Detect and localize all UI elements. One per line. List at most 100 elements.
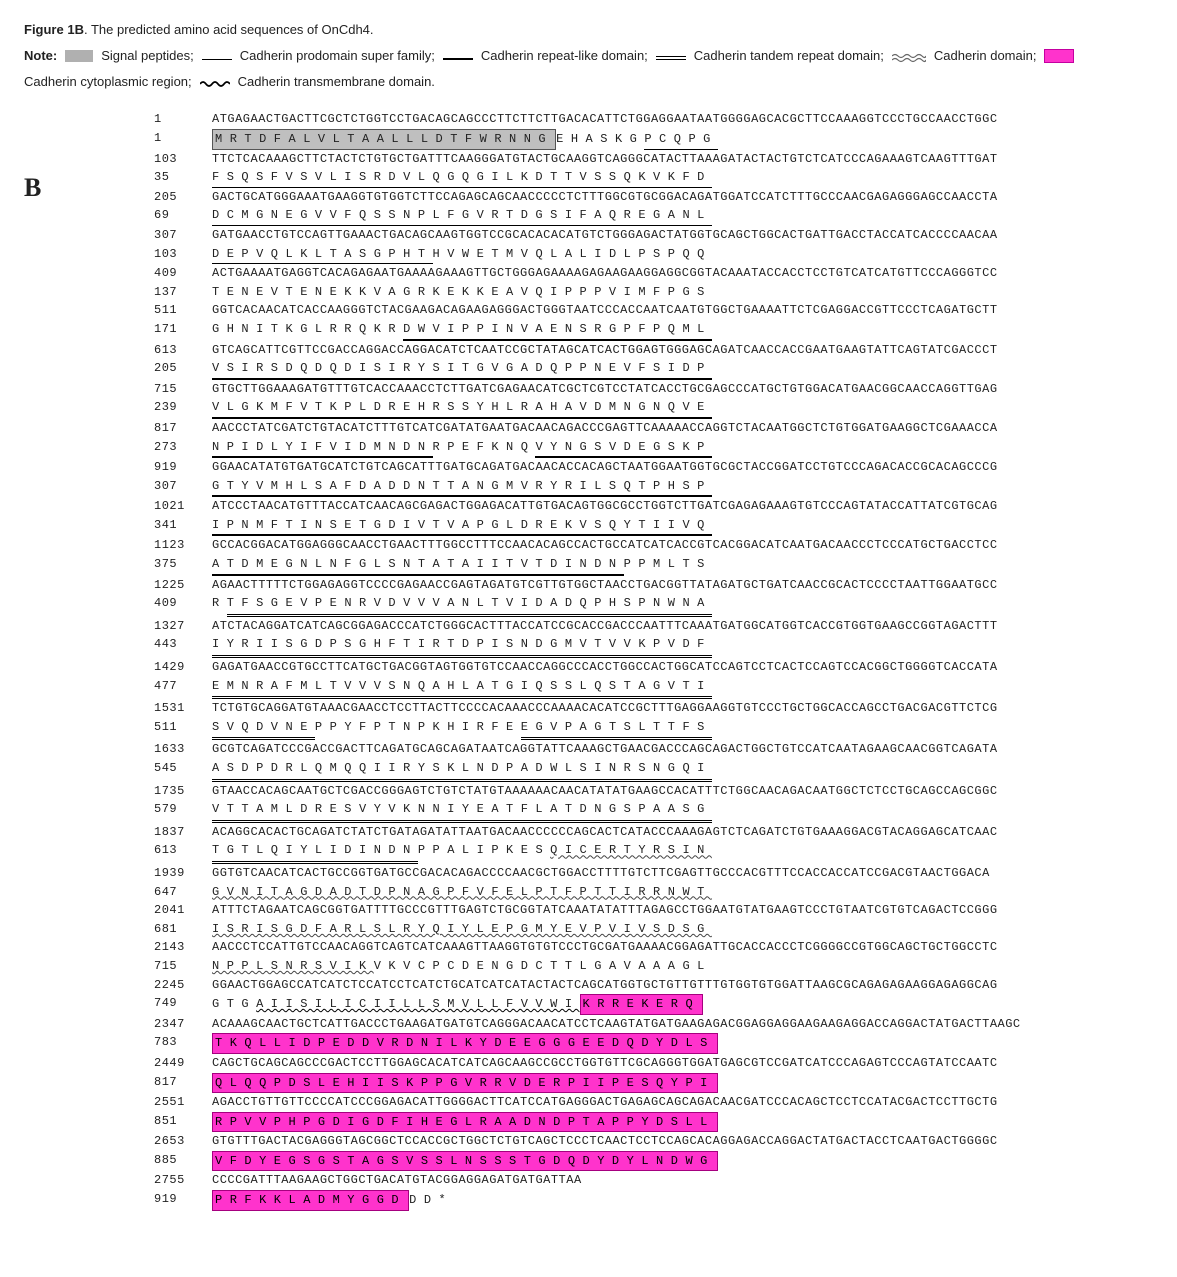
nucleotide-seq: AGAACTTTTTCTGGAGAGGTCCCCGAGAACCGAGTAGATG… xyxy=(212,576,998,595)
figure-body: B 1ATGAGAACTGACTTCGCTCTGGTCCTGACAGCAGCCC… xyxy=(24,110,1153,1210)
position-label: 443 xyxy=(154,635,212,654)
aa-run: EHASKG xyxy=(556,130,644,149)
nt-row: 2041ATTTCTAGAATCAGCGGTGATTTTGCCCGTTTGAGT… xyxy=(154,901,1153,920)
aa-row: 409RTFSGEVPENRVDVVVANLTVIDADQPHSPNWNA xyxy=(154,594,1153,617)
amino-acid-seq: VSIRSDQDQDISIRYSITGVGADQPPNEVFSIDP xyxy=(212,359,712,380)
nt-row: 1531TCTGTGCAGGATGTAAACGAACCTCCTTACTTCCCC… xyxy=(154,699,1153,718)
aa-run: VSIRSDQDQDISIRYSITGVGADQPPNEVFSIDP xyxy=(212,359,712,380)
position-label: 1837 xyxy=(154,823,212,842)
position-label: 1735 xyxy=(154,782,212,801)
nt-row: 1837ACAGGCACACTGCAGATCTATCTGATAGATATTAAT… xyxy=(154,823,1153,842)
position-label: 511 xyxy=(154,301,212,320)
aa-row: 171GHNITKGLRRQKRDWVIPPINVAENSRGPFPQML xyxy=(154,320,1153,341)
legend-signal-peptides: Signal peptides; xyxy=(101,46,194,66)
position-label: 35 xyxy=(154,168,212,187)
nucleotide-seq: ACTGAAAATGAGGTCACAGAGAATGAAAAGAAAGTTGCTG… xyxy=(212,264,998,283)
aa-run: PPYFPTNPKHIRFE xyxy=(315,718,521,737)
nucleotide-seq: GTGCTTGGAAAGATGTTTGTCACCAAACCTCTTGATCGAG… xyxy=(212,380,998,399)
position-label: 885 xyxy=(154,1151,212,1170)
aa-run: DWVIPPINVAENSRGPFPQML xyxy=(403,320,712,341)
nt-row: 2653GTGTTTGACTACGAGGGTAGCGGCTCCACCGCTGGC… xyxy=(154,1132,1153,1151)
position-label: 715 xyxy=(154,957,212,976)
nucleotide-seq: AACCCTCCATTGTCCAACAGGTCAGTCATCAAAGTTAAGG… xyxy=(212,938,998,957)
position-label: 1633 xyxy=(154,740,212,759)
position-label: 239 xyxy=(154,398,212,417)
nucleotide-seq: GCGTCAGATCCCGACCGACTTCAGATGCAGCAGATAATCA… xyxy=(212,740,998,759)
legend: Note: Signal peptides; Cadherin prodomai… xyxy=(24,46,1153,92)
position-label: 1 xyxy=(154,129,212,148)
amino-acid-seq: TGTLQIYLIDINDNPPALIPKESQICERTYRSIN xyxy=(212,841,712,864)
position-label: 69 xyxy=(154,206,212,225)
aa-run: R xyxy=(212,594,227,613)
nt-row: 817AACCCTATCGATCTGTACATCTTTGTCATCGATATGA… xyxy=(154,419,1153,438)
aa-run: AIISILICIILLSMVLLFVVWI xyxy=(256,995,579,1014)
amino-acid-seq: GTGAIISILICIILLSMVLLFVVWIKRREKERQ xyxy=(212,994,703,1015)
aa-row: 579VTTAMLDRESVYVKNNIYEATFLATDNGSPAASG xyxy=(154,800,1153,823)
aa-run: IYRIISGDPSGHFTIRTDPISNDGMVTVVKPVDF xyxy=(212,635,712,658)
aa-row: 477EMNRAFMLTVVVSNQAHLATGIQSSLQSTAGVTI xyxy=(154,677,1153,700)
nt-row: 103TTCTCACAAAGCTTCTACTCTGTGCTGATTTCAAGGG… xyxy=(154,150,1153,169)
nucleotide-seq: GGTGTCAACATCACTGCCGGTGATGCCGACACAGACCCCA… xyxy=(212,864,990,883)
figure-title-strong: Figure 1B xyxy=(24,22,84,37)
aa-row: 103DEPVQLKLTASGPHTHVWETMVQLALIDLPSPQQ xyxy=(154,245,1153,265)
position-label: 647 xyxy=(154,883,212,902)
position-label: 205 xyxy=(154,188,212,207)
position-label: 1531 xyxy=(154,699,212,718)
amino-acid-seq: IPNMFTINSETGDIVTVAPGLDREKVSQYTIIVQ xyxy=(212,516,712,537)
position-label: 2347 xyxy=(154,1015,212,1034)
aa-run: QLQQPDSLEHIISKPPGVRRVDERPIIPESQYPI xyxy=(212,1073,718,1094)
aa-run: TKQLLIDPEDDVRDNILKYDEEGGGEEDQDYDLS xyxy=(212,1033,718,1054)
legend-tandem-repeat: Cadherin tandem repeat domain; xyxy=(694,46,884,66)
nucleotide-seq: GTCAGCATTCGTTCCGACCAGGACCAGGACATCTCAATCC… xyxy=(212,341,998,360)
amino-acid-seq: PRFKKLADMYGGDDD* xyxy=(212,1190,453,1211)
legend-transmembrane: Cadherin transmembrane domain. xyxy=(238,72,435,92)
amino-acid-seq: RPVVPHPGDIGDFIHEGLRAADNDPTAPPYDSLL xyxy=(212,1112,718,1133)
amino-acid-seq: EMNRAFMLTVVVSNQAHLATGIQSSLQSTAGVTI xyxy=(212,677,712,700)
aa-row: 715NPPLSNRSVIKVKVCPCDENGDCTTLGAVAAAGL xyxy=(154,957,1153,976)
position-label: 2653 xyxy=(154,1132,212,1151)
amino-acid-seq: NPPLSNRSVIKVKVCPCDENGDCTTLGAVAAAGL xyxy=(212,957,712,976)
amino-acid-seq: GHNITKGLRRQKRDWVIPPINVAENSRGPFPQML xyxy=(212,320,712,341)
aa-run: PPALIPKES xyxy=(418,841,550,860)
aa-run: HVWETMVQLALIDLPSPQQ xyxy=(433,245,712,264)
figure-title: Figure 1B. The predicted amino acid sequ… xyxy=(24,20,1153,40)
aa-run: DD* xyxy=(409,1191,453,1210)
aa-run: GTG xyxy=(212,995,256,1014)
amino-acid-seq: NPIDLYIFVIDMNDNRPEFKNQVYNGSVDEGSKP xyxy=(212,438,712,459)
position-label: 1021 xyxy=(154,497,212,516)
position-label: 2041 xyxy=(154,901,212,920)
swatch-signal-peptide xyxy=(65,50,93,62)
nucleotide-seq: ATCTACAGGATCATCAGCGGAGACCCATCTGGGCACTTTA… xyxy=(212,617,998,636)
position-label: 273 xyxy=(154,438,212,457)
aa-row: 375ATDMEGNLNFGLSNTATAIITVTDINDNPPMLTS xyxy=(154,555,1153,576)
amino-acid-seq: ISRISGDFARLSLRYQIYLEPGMYEVPVIVSDSG xyxy=(212,920,712,939)
nucleotide-seq: TCTGTGCAGGATGTAAACGAACCTCCTTACTTCCCCACAA… xyxy=(212,699,998,718)
position-label: 477 xyxy=(154,677,212,696)
aa-run: SVQDVNE xyxy=(212,718,315,741)
aa-run: PPMLTS xyxy=(624,555,712,574)
amino-acid-seq: DCMGNEGVVFQSSNPLFGVRTDGSIFAQREGANL xyxy=(212,206,712,226)
nt-row: 2449CAGCTGCAGCAGCCCGACTCCTTGGAGCACATCATC… xyxy=(154,1054,1153,1073)
position-label: 817 xyxy=(154,419,212,438)
position-label: 409 xyxy=(154,594,212,613)
aa-row: 613TGTLQIYLIDINDNPPALIPKESQICERTYRSIN xyxy=(154,841,1153,864)
aa-row: 919PRFKKLADMYGGDDD* xyxy=(154,1190,1153,1211)
nucleotide-seq: GTAACCACAGCAATGCTCGACCGGGAGTCTGTCTATGTAA… xyxy=(212,782,998,801)
aa-run: ISRISGDFARLSLRYQIYLEPGMYEVPVIVSDSG xyxy=(212,920,712,939)
position-label: 1327 xyxy=(154,617,212,636)
position-label: 2143 xyxy=(154,938,212,957)
nucleotide-seq: ACAAAGCAACTGCTCATTGACCCTGAAGATGATGTCAGGG… xyxy=(212,1015,1021,1034)
aa-row: 783TKQLLIDPEDDVRDNILKYDEEGGGEEDQDYDLS xyxy=(154,1033,1153,1054)
nt-row: 1ATGAGAACTGACTTCGCTCTGGTCCTGACAGCAGCCCTT… xyxy=(154,110,1153,129)
nt-row: 307GATGAACCTGTCCAGTTGAAACTGACAGCAAGTGGTC… xyxy=(154,226,1153,245)
nucleotide-seq: GGTCACAACATCACCAAGGGTCTACGAAGACAGAAGAGGG… xyxy=(212,301,998,320)
aa-run: DCMGNEGVVFQSSNPLFGVRTDGSIFAQREGANL xyxy=(212,206,712,226)
position-label: 749 xyxy=(154,994,212,1013)
nt-row: 511GGTCACAACATCACCAAGGGTCTACGAAGACAGAAGA… xyxy=(154,301,1153,320)
aa-run: NPPLSNRSVIK xyxy=(212,957,374,976)
aa-run: VFDYEGSGSTAGSVSSLNSSSTGDQDYDYLNDWG xyxy=(212,1151,718,1172)
amino-acid-seq: GTYVMHLSAFDADDNTTANGMVRYRILSQTPHSP xyxy=(212,477,712,498)
aa-row: 851RPVVPHPGDIGDFIHEGLRAADNDPTAPPYDSLL xyxy=(154,1112,1153,1133)
position-label: 1939 xyxy=(154,864,212,883)
position-label: 511 xyxy=(154,718,212,737)
